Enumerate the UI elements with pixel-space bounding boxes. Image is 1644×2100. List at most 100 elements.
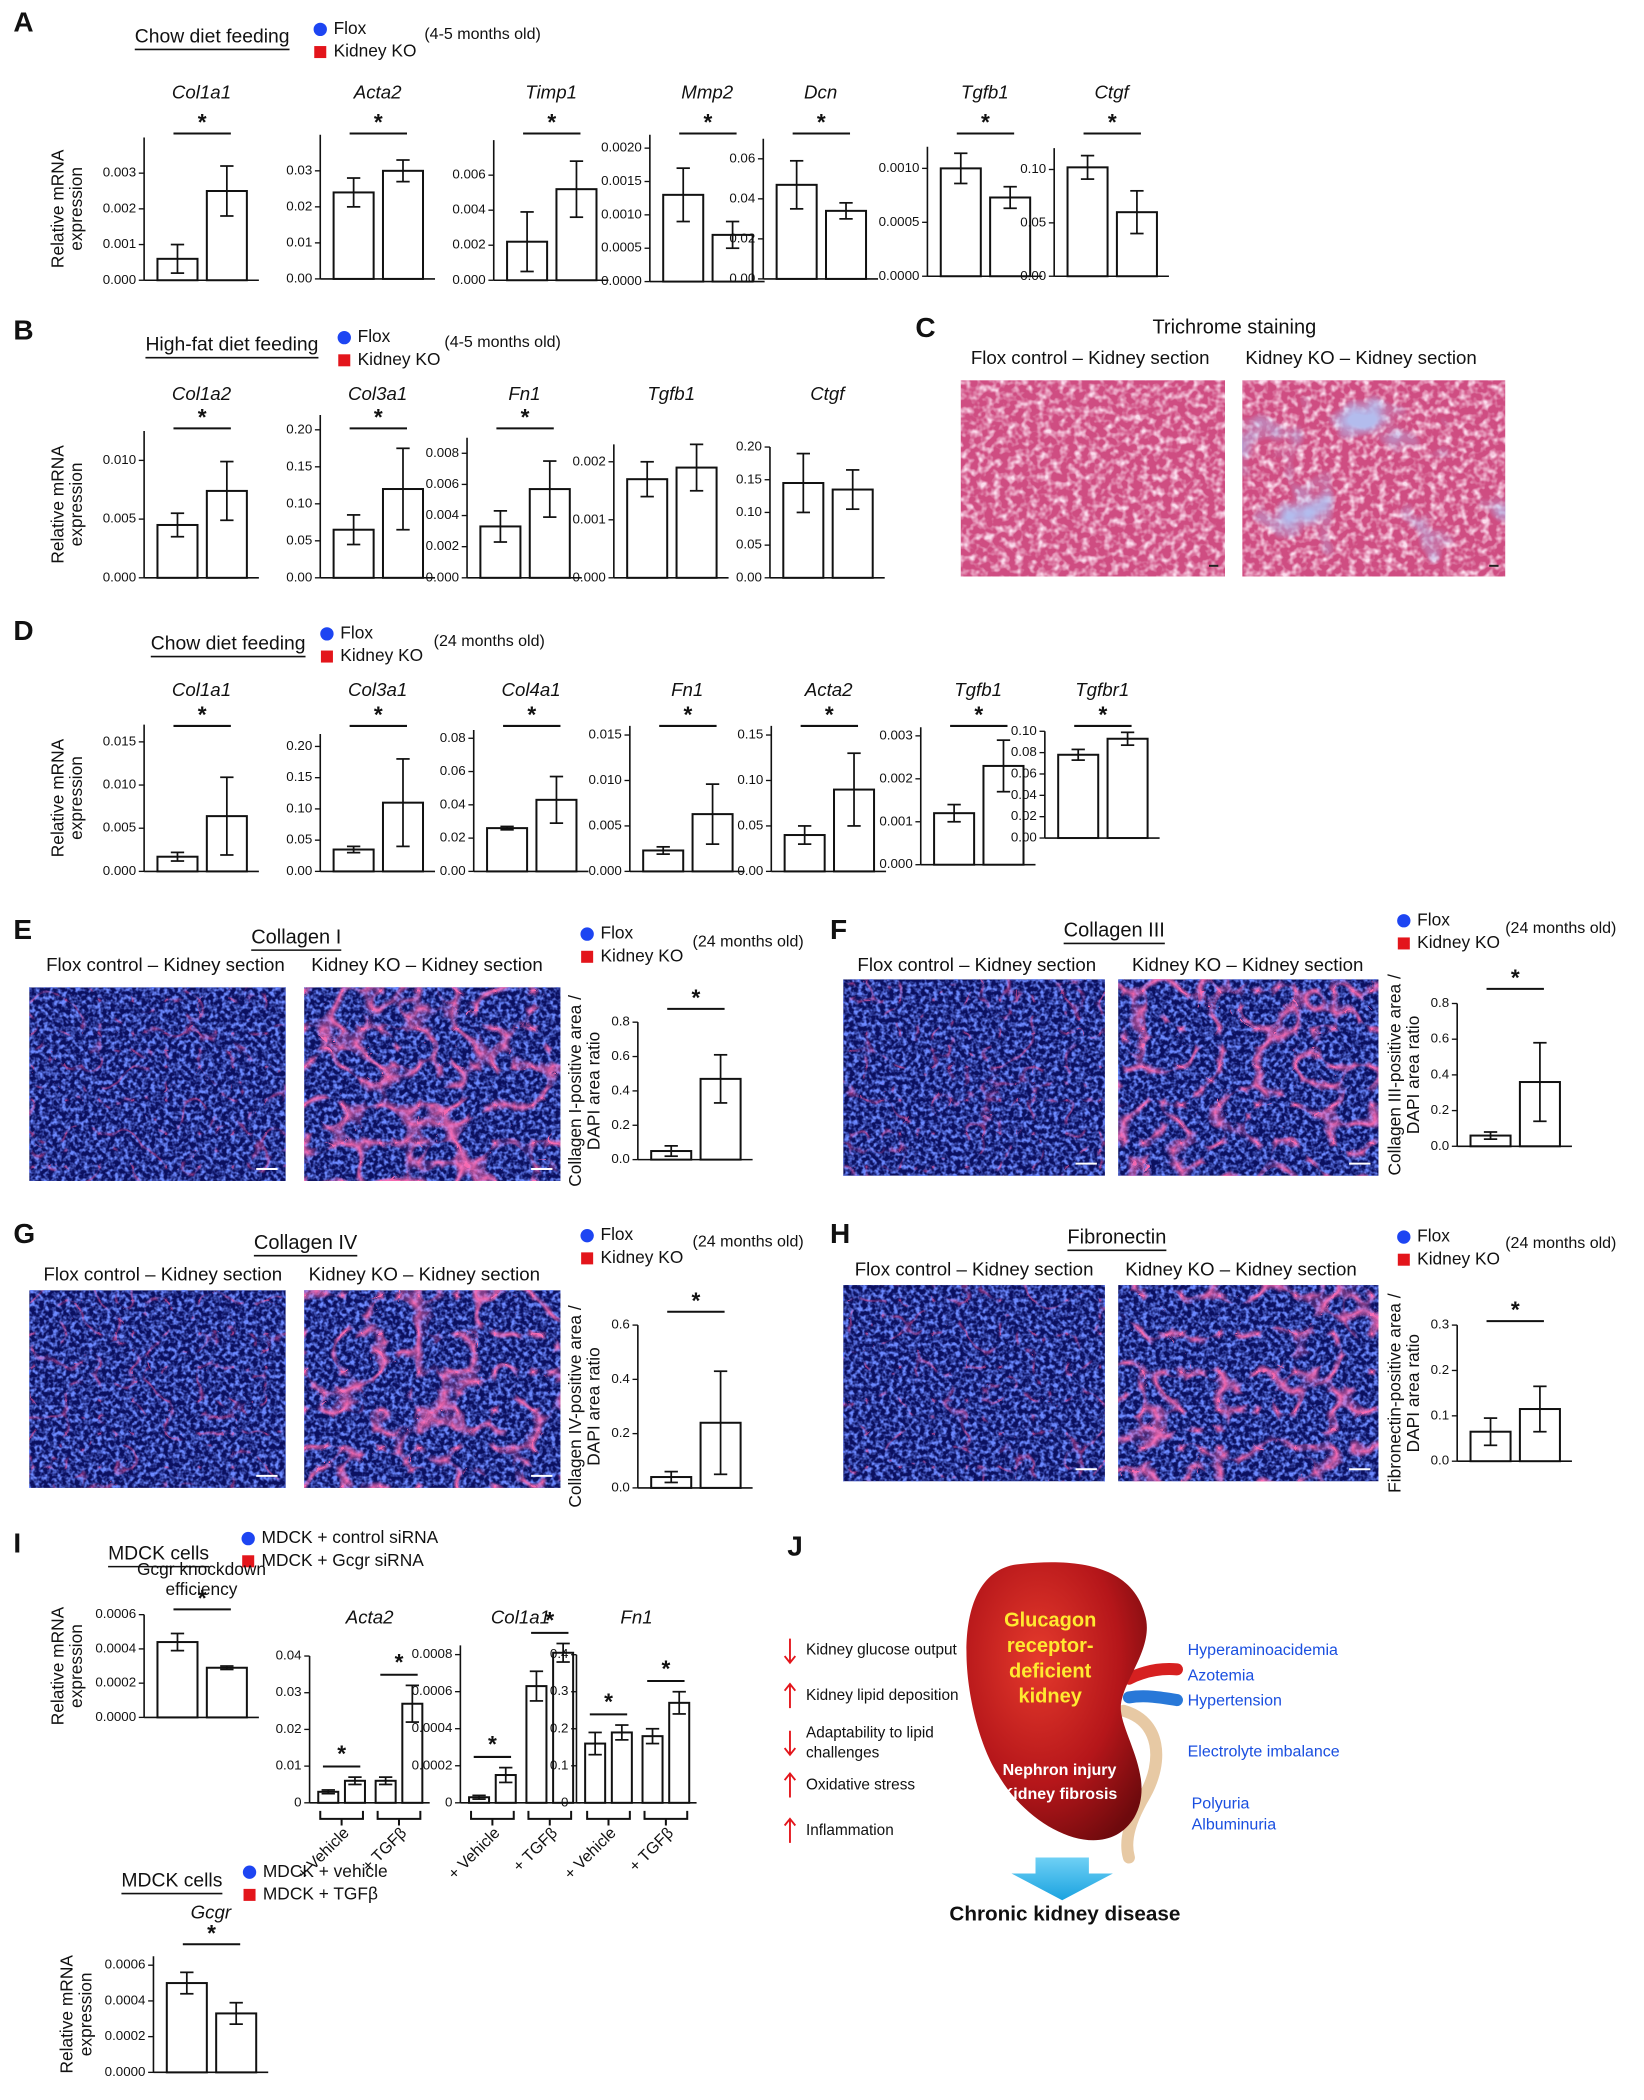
y-tick-label: 0.03 [286,162,312,177]
legend-label: Flox [1417,909,1450,929]
error-bar [569,160,584,219]
image-caption: Flox control – Kidney section [855,1258,1094,1279]
legend-label: MDCK + Gcgr siRNA [262,1550,425,1570]
chart-title: Acta2 [804,679,853,700]
error-bar [170,1632,185,1652]
error-bar [839,201,853,220]
error-bar [170,851,185,862]
y-axis-label: Collagen I-positive area / [565,995,585,1187]
y-tick-label: 0.20 [286,421,312,436]
y-tick-label: 0.002 [572,453,605,468]
y-tick-label: 0.20 [286,738,312,753]
image-heading: Collagen III [1064,920,1165,942]
legend-marker [580,1229,594,1243]
y-axis-label: Relative mRNA [47,1606,67,1725]
legend-note: (24 months old) [693,1234,804,1251]
error-bar [947,803,961,823]
significance-mark: * [703,109,712,135]
chart-title: Dcn [804,81,837,102]
systemic-effect: Hypertension [1188,1693,1282,1710]
chart-title: Col3a1 [348,383,407,404]
trend-arrow [783,1817,797,1843]
chart-title: Tgfb1 [961,81,1009,102]
y-tick-label: 0.00 [286,270,312,285]
y-tick-label: 0.01 [276,1758,302,1773]
micrograph-stain [304,1290,561,1488]
outcome: Chronic kidney disease [949,1902,1180,1925]
chart-title: Col1a1 [491,1607,550,1628]
error-bar [713,1053,728,1104]
y-tick-label: 0.0005 [601,240,642,255]
image-caption: Kidney KO – Kidney section [1125,1258,1356,1279]
panel-letter: J [787,1530,803,1561]
chart-title: Acta2 [353,81,402,102]
systemic-effect: Albuminuria [1192,1817,1277,1834]
y-tick-label: 0.0004 [412,1720,453,1735]
panel-letter: D [13,615,33,646]
panel-letter: E [13,914,32,945]
legend-note: (24 months old) [693,933,804,950]
micrograph-texture [960,380,1225,577]
legend-label: Flox [334,18,367,38]
bar [381,169,425,280]
y-tick-label: 0.02 [729,230,755,245]
kidney-label: deficient [1009,1660,1092,1682]
chart-title: Tgfbr1 [1075,679,1129,700]
y-tick-label: 0.02 [440,830,466,845]
significance-mark: * [395,1649,404,1675]
outcome-arrow [1011,1857,1113,1901]
group-bracket [527,1810,573,1826]
y-tick-label: 0.8 [1431,995,1450,1010]
panel-letter: F [830,914,847,945]
bar [1106,737,1149,840]
y-tick-label: 0.2 [550,1720,569,1735]
image-caption: Kidney KO – Kidney section [311,954,542,975]
y-tick-label: 0.000 [572,569,605,584]
error-bar [1130,189,1144,235]
trend-arrow [783,1638,797,1665]
y-tick-label: 0.001 [103,236,136,251]
bar [668,1701,691,1804]
legend-marker [581,950,594,963]
group-label: + Vehicle [445,1825,503,1883]
y-tick-label: 0.06 [1011,766,1037,781]
error-bar [713,1370,728,1476]
y-axis-label: Relative mRNA [47,149,67,268]
y-tick-label: 0.00 [286,569,312,584]
y-axis-label: Relative mRNA [47,738,67,857]
error-bar [346,514,361,546]
kidney-label: Glucagon [1004,1610,1096,1632]
bar [641,1735,664,1804]
y-tick-label: 0.002 [879,770,912,785]
y-axis-label: DAPI area ratio [1403,1016,1423,1134]
y-tick-label: 0.05 [1020,214,1046,229]
chart-title: Tgfb1 [647,383,695,404]
legend-label: MDCK + vehicle [263,1861,388,1881]
error-bar [797,825,812,845]
error-bar [220,460,234,522]
chart-title: Fn1 [620,1607,652,1628]
image-caption: Flox control – Kidney section [46,954,285,975]
legend-marker [314,46,327,59]
legend-label: Kidney KO [1417,1248,1500,1268]
trend-arrow [783,1771,797,1798]
y-tick-label: 0.0008 [412,1646,453,1661]
error-bar [645,1727,660,1745]
group-label: + TGFβ [626,1825,677,1876]
y-axis-label: DAPI area ratio [584,1347,604,1465]
legend-note: (4-5 months old) [444,334,560,351]
legend-note: (24 months old) [434,633,545,650]
legend-label: Kidney KO [340,645,423,665]
error-bar [1071,748,1085,761]
legend-marker [320,650,333,663]
y-axis-label: Collagen IV-positive area / [565,1305,585,1507]
y-tick-label: 0 [561,1794,568,1809]
error-bar [346,845,361,854]
legend-marker [1397,1253,1410,1266]
legend-label: Kidney KO [358,349,441,369]
bar [156,1641,199,1719]
error-bar [520,211,534,273]
y-tick-label: 0.006 [426,476,459,491]
y-axis-label: DAPI area ratio [584,1032,604,1150]
